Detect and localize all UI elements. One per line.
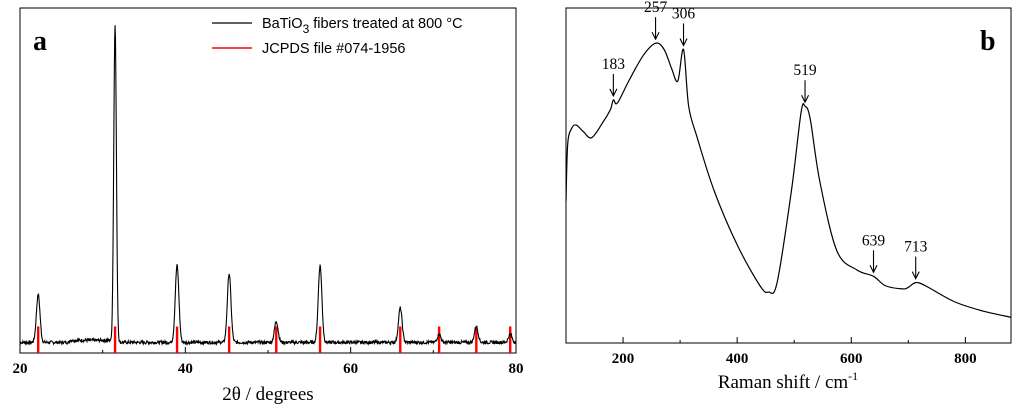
peak-label: 639 bbox=[862, 232, 886, 249]
peak-arrow-head bbox=[801, 94, 810, 104]
panel-a-xrd-trace bbox=[19, 25, 517, 347]
legend-label-sample: BaTiO3 fibers treated at 800 °C bbox=[262, 16, 463, 36]
panel-a-legend: BaTiO3 fibers treated at 800 °C JCPDS fi… bbox=[212, 16, 463, 57]
panel-b-x-tick-label: 400 bbox=[726, 351, 749, 367]
panel-b-raman-trace bbox=[565, 42, 1012, 318]
panel-a-x-tick-label: 60 bbox=[343, 361, 358, 377]
panel-b: 200 400 600 800 183 257 306 519 639 713 b Raman … bbox=[565, 0, 1012, 393]
peak-arrow-head bbox=[869, 265, 878, 274]
panel-a-x-tick-label: 40 bbox=[178, 361, 193, 377]
peak-arrow-head bbox=[911, 271, 920, 280]
peak-label: 519 bbox=[793, 62, 817, 79]
peak-label: 306 bbox=[672, 6, 696, 23]
panel-b-frame bbox=[565, 7, 1012, 344]
panel-b-x-tick-label: 200 bbox=[612, 351, 635, 367]
panel-a-x-ticks: 20 40 60 80 bbox=[13, 347, 524, 377]
peak-label: 183 bbox=[602, 56, 626, 73]
panel-a: 20 40 60 80 a BaTiO3 fibers treated at 800 … bbox=[13, 7, 524, 405]
legend-label-reference: JCPDS file #074-1956 bbox=[262, 41, 405, 57]
panel-b-x-axis-title: Raman shift / cm-1 bbox=[718, 369, 858, 393]
panel-b-x-tick-label: 600 bbox=[840, 351, 863, 367]
panel-a-reference-sticks bbox=[36, 326, 512, 353]
panel-b-peak-annotations: 183 257 306 519 639 713 bbox=[602, 0, 928, 280]
panel-a-frame bbox=[19, 7, 517, 354]
peak-arrow-head bbox=[679, 38, 688, 47]
peak-arrow-head bbox=[609, 88, 618, 98]
panel-a-x-tick-label: 20 bbox=[13, 361, 28, 377]
peak-arrow-head bbox=[651, 31, 660, 41]
panel-b-x-ticks: 200 400 600 800 bbox=[565, 337, 977, 367]
panel-a-letter: a bbox=[33, 26, 47, 57]
panel-b-letter: b bbox=[980, 26, 996, 57]
peak-label: 257 bbox=[644, 0, 668, 16]
peak-label: 713 bbox=[904, 239, 928, 256]
panel-a-x-axis-title: 2θ / degrees bbox=[222, 384, 313, 405]
panel-a-x-tick-label: 80 bbox=[509, 361, 524, 377]
panel-b-x-tick-label: 800 bbox=[954, 351, 977, 367]
